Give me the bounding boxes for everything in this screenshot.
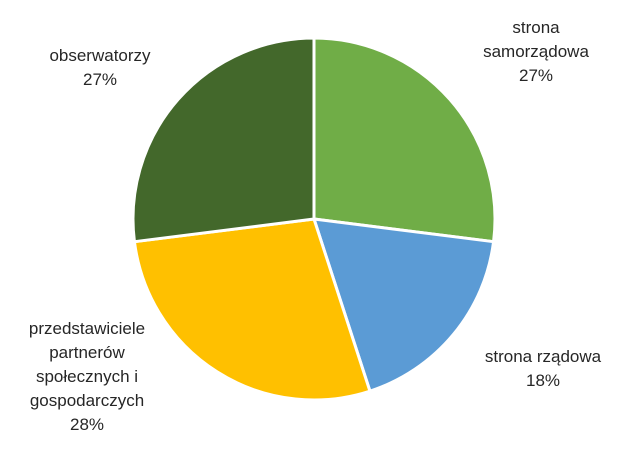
slice-label-line: gospodarczych — [30, 391, 144, 410]
slice-label-line: partnerów — [49, 343, 125, 362]
slice-label-line: strona rządowa — [485, 347, 602, 366]
slice-percent: 18% — [526, 371, 560, 390]
slice-label-line: społecznych i — [36, 367, 138, 386]
pie-slices — [131, 36, 497, 402]
pie-slice-2 — [132, 217, 372, 402]
pie-labels: strona samorządowa 27% strona rządowa 18% prz… — [29, 18, 602, 434]
slice-label-line: obserwatorzy — [49, 46, 151, 65]
slice-label-3: obserwatorzy 27% — [49, 46, 151, 89]
slice-percent: 27% — [83, 70, 117, 89]
pie-slice-1 — [312, 217, 496, 393]
slice-label-1: strona rządowa 18% — [485, 347, 602, 390]
pie-slice-0 — [312, 36, 497, 244]
slice-label-line: przedstawiciele — [29, 319, 145, 338]
slice-label-2: przedstawiciele partnerów społecznych i gos… — [29, 319, 145, 434]
pie-slice-3 — [131, 36, 316, 244]
slice-label-0: strona samorządowa 27% — [483, 18, 589, 85]
slice-label-line: samorządowa — [483, 42, 589, 61]
slice-percent: 28% — [70, 415, 104, 434]
slice-label-line: strona — [512, 18, 560, 37]
slice-percent: 27% — [519, 66, 553, 85]
